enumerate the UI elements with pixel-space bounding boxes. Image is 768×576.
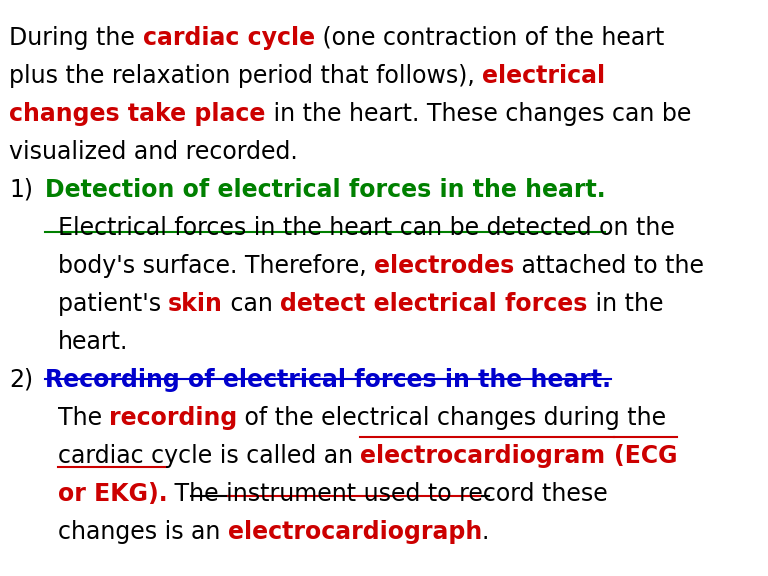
Text: electrocardiogram: electrocardiogram (360, 444, 614, 468)
Text: Detection of electrical forces in the heart.: Detection of electrical forces in the he… (45, 178, 605, 202)
Text: electrocardiograph: electrocardiograph (227, 520, 482, 544)
Text: (one contraction of the heart: (one contraction of the heart (315, 26, 664, 50)
Text: During the: During the (9, 26, 143, 50)
Text: patient's: patient's (58, 292, 168, 316)
Text: electrodes: electrodes (374, 254, 514, 278)
Text: or EKG).: or EKG). (58, 482, 167, 506)
Text: (ECG: (ECG (614, 444, 677, 468)
Text: changes take place: changes take place (9, 102, 266, 126)
Text: Recording of electrical forces in the heart.: Recording of electrical forces in the he… (45, 368, 611, 392)
Text: recording: recording (109, 406, 237, 430)
Text: of the electrical changes during the: of the electrical changes during the (237, 406, 667, 430)
Text: body's surface. Therefore,: body's surface. Therefore, (58, 254, 374, 278)
Text: .: . (482, 520, 489, 544)
Text: an: an (190, 520, 227, 544)
Text: skin: skin (168, 292, 223, 316)
Text: Electrical forces in the heart can be detected on the: Electrical forces in the heart can be de… (58, 216, 674, 240)
Text: 2): 2) (9, 368, 33, 392)
Text: The instrument used to record these: The instrument used to record these (167, 482, 608, 506)
Text: in the: in the (588, 292, 664, 316)
Text: visualized and recorded.: visualized and recorded. (9, 140, 298, 164)
Text: electrical: electrical (482, 64, 606, 88)
Text: in the heart. These changes can be: in the heart. These changes can be (266, 102, 691, 126)
Text: cardiac cycle: cardiac cycle (143, 26, 315, 50)
Text: can: can (223, 292, 280, 316)
Text: 1): 1) (9, 178, 33, 202)
Text: heart.: heart. (58, 330, 128, 354)
Text: plus the relaxation period that follows),: plus the relaxation period that follows)… (9, 64, 482, 88)
Text: detect electrical forces: detect electrical forces (280, 292, 588, 316)
Text: The: The (58, 406, 109, 430)
Text: changes is: changes is (58, 520, 190, 544)
Text: attached to the: attached to the (514, 254, 704, 278)
Text: cardiac cycle is called an: cardiac cycle is called an (58, 444, 360, 468)
